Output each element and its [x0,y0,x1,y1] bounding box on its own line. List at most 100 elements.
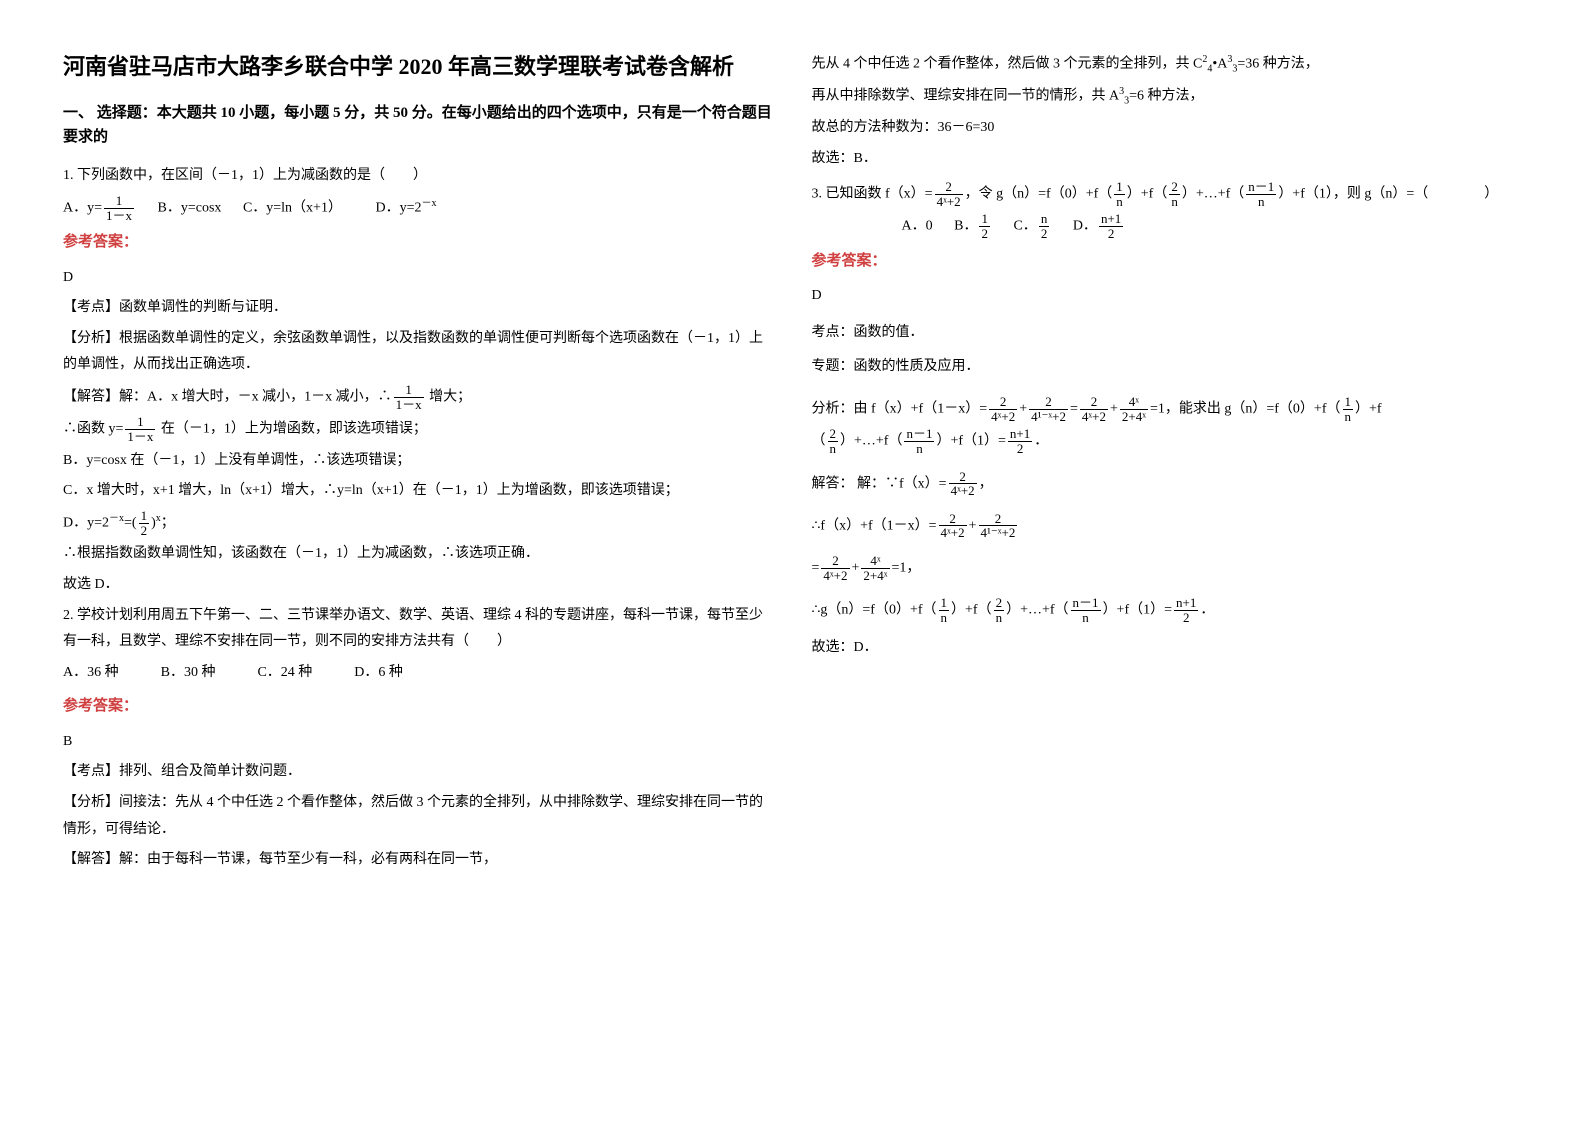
frac-num: 1 [979,212,990,227]
text: A [1109,89,1119,104]
text: A [1217,57,1227,72]
answer-label: 参考答案： [63,692,776,721]
text: =6 种方法， [1129,89,1203,104]
fraction-icon: 24ˣ+2 [949,470,977,498]
frac-den: 4ˣ+2 [989,410,1017,424]
frac-den: 2 [1039,227,1050,241]
q3-zhuanti: 专题：函数的性质及应用． [812,354,1525,381]
frac-den: 2 [979,227,990,241]
q1-opt-a-pre: A．y= [63,200,102,215]
q3-answer: D [812,283,1525,310]
text: ）+f（ [1127,186,1168,201]
text: 在（－1，1）上为增函数，即该选项错误； [157,422,427,437]
text: =1， [892,560,921,575]
frac-num: n [1039,212,1050,227]
text: 3. 已知函数 f（x）= [812,186,933,201]
fraction-icon: 1n [1343,395,1354,423]
sup: －x [109,513,124,524]
frac-den: 4¹⁻ˣ+2 [979,526,1018,540]
frac-den: 2 [139,524,150,538]
frac-num: 1 [394,383,424,398]
section-1-heading: 一、 选择题：本大题共 10 小题，每小题 5 分，共 50 分。在每小题给出的… [63,101,776,149]
frac-num: 2 [1080,395,1108,410]
text: y= [109,422,124,437]
q2-options: A．36 种 B．30 种 C．24 种 D．6 种 [63,660,776,687]
frac-den: n [994,611,1005,625]
answer-label: 参考答案： [63,228,776,257]
text: ∴f（x）+f（1－x）= [812,518,937,533]
fraction-icon: n+12 [1099,212,1123,240]
q1-answer: D [63,265,776,292]
q2-jieda-5: 故选：B． [812,146,1525,173]
q3-fenxi: 分析：由 f（x）+f（1－x）=24ˣ+2+24¹⁻ˣ+2=24ˣ+2+4ˣ2… [812,395,1525,423]
fraction-icon: 24¹⁻ˣ+2 [1029,395,1068,423]
frac-num: 1 [1114,180,1125,195]
fraction-icon: 12 [139,509,150,537]
q1-jieda-d: D．y=2－x=(12)x； [63,509,776,538]
frac-num: 2 [828,427,839,442]
fraction-icon: n－1n [904,427,934,455]
fraction-icon: 2n [1169,180,1180,208]
q1-jieda-d2: ∴根据指数函数单调性知，该函数在（－1，1）上为减函数，∴该选项正确． [63,541,776,568]
fraction-icon: 24ˣ+2 [821,554,849,582]
text: ）+f（1），则 g（n）=（ ） [1278,186,1498,201]
frac-den: n [1169,195,1180,209]
frac-den: 2+4ˣ [861,569,889,583]
text: ）+…+f（ [840,434,902,449]
answer-label: 参考答案： [812,247,1525,276]
text: （ [812,434,826,449]
frac-den: 2 [1099,227,1123,241]
text: 先从 4 个中任选 2 个看作整体，然后做 3 个元素的全排列，共 [812,57,1194,72]
frac-num: n－1 [904,427,934,442]
text: C [1193,57,1202,72]
text: ∴g（n）=f（0）+f（ [812,603,937,618]
text: 解答： 解：∵f（x）= [812,476,947,491]
text: = [1070,401,1078,416]
frac-den: n [1343,410,1354,424]
fraction-icon: 24¹⁻ˣ+2 [979,512,1018,540]
q3-jieda-3: =24ˣ+2+4ˣ2+4ˣ=1， [812,554,1525,582]
text: ）+f（1）= [936,434,1005,449]
frac-den: 2 [1008,442,1032,456]
fraction-icon: n+12 [1174,596,1198,624]
text: 分析：由 f（x）+f（1－x）= [812,401,988,416]
q2-fenxi: 【分析】间接法：先从 4 个中任选 2 个看作整体，然后做 3 个元素的全排列，… [63,790,776,843]
text: ）+…+f（ [1182,186,1244,201]
frac-den: 4¹⁻ˣ+2 [1029,410,1068,424]
text: =36 种方法， [1237,57,1318,72]
text: ． [1034,434,1048,449]
q1-jieda-c: C．x 增大时，x+1 增大，ln（x+1）增大，∴y=ln（x+1）在（－1，… [63,478,776,505]
frac-den: 1－x [394,398,424,412]
q1-fenxi: 【分析】根据函数单调性的定义，余弦函数单调性，以及指数函数的单调性便可判断每个选… [63,326,776,379]
q3-opt-c: C． [1013,219,1036,234]
text: ∴函数 [63,422,109,437]
right-column: 先从 4 个中任选 2 个看作整体，然后做 3 个元素的全排列，共 C24•A3… [794,50,1543,1072]
frac-den: 4ˣ+2 [821,569,849,583]
fraction-icon: 24ˣ+2 [1080,395,1108,423]
fraction-icon: 24ˣ+2 [935,180,963,208]
fraction-icon: 24ˣ+2 [989,395,1017,423]
frac-num: 2 [1029,395,1068,410]
q3-options: A．0 B．12 C．n2 D．n+12 [812,212,1525,240]
fraction-icon: 2n [994,596,1005,624]
q1-jieda-b: B．y=cosx 在（－1，1）上没有单调性，∴该选项错误； [63,448,776,475]
frac-den: 4ˣ+2 [949,484,977,498]
frac-den: 2 [1174,611,1198,625]
text: D． [63,515,87,530]
q3-stem: 3. 已知函数 f（x）=24ˣ+2，令 g（n）=f（0）+f（1n）+f（2… [812,180,1525,208]
frac-den: 2+4ˣ [1120,410,1148,424]
q1-opt-d-sup: －x [421,198,436,209]
q3-jieda-5: 故选：D． [812,635,1525,662]
frac-den: 4ˣ+2 [935,195,963,209]
frac-num: 2 [979,512,1018,527]
frac-num: 1 [125,415,155,430]
q2-jieda-4: 故总的方法种数为：36－6=30 [812,115,1525,142]
q1-opt-c: C．y=ln（x+1） [243,200,342,215]
text: 再从中排除数学、理综安排在同一节的情形，共 [812,89,1110,104]
frac-den: n [1246,195,1276,209]
q1-opt-d: D．y=2 [375,200,421,215]
frac-den: n [828,442,839,456]
fraction-icon: 2n [828,427,839,455]
fraction-icon: n2 [1039,212,1050,240]
frac-den: 4ˣ+2 [939,526,967,540]
